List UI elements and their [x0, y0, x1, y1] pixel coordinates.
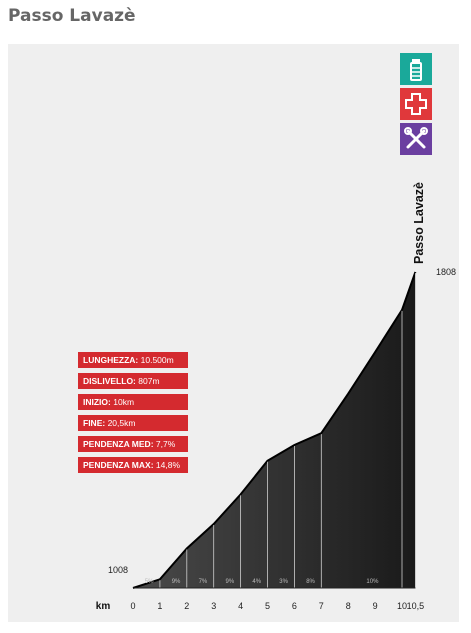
svg-text:Passo Lavazè: Passo Lavazè: [412, 182, 426, 264]
x-tick-label: 9: [373, 601, 378, 611]
x-tick-label: 5: [265, 601, 270, 611]
first-aid-cross-icon: [400, 88, 432, 120]
page-title: Passo Lavazè: [8, 6, 136, 26]
info-max-gradient: PENDENZA MAX: 14,8%: [78, 457, 188, 473]
x-tick-label: 0: [130, 601, 135, 611]
profile-line: [132, 271, 417, 589]
start-elevation-label: 1008: [108, 565, 128, 575]
water-bottle-icon: [400, 53, 432, 85]
info-average-gradient: PENDENZA MED: 7,7%: [78, 436, 188, 452]
x-tick-label: 6: [292, 601, 297, 611]
x-tick-label: 10,5: [407, 601, 425, 611]
profile-area: [133, 272, 416, 588]
x-tick-label: 8: [346, 601, 351, 611]
x-tick-label: 1: [157, 601, 162, 611]
x-tick-label: 10: [397, 601, 407, 611]
x-tick-label: 3: [211, 601, 216, 611]
x-tick-label: 2: [184, 601, 189, 611]
x-tick-label: 4: [238, 601, 243, 611]
x-tick-label: 7: [319, 601, 324, 611]
segment-grade-label: 7%: [199, 579, 208, 585]
x-axis-label: km: [96, 601, 111, 612]
info-end: FINE: 20,5km: [78, 415, 188, 431]
summit-elevation-label: 1808: [436, 267, 456, 277]
segment-grade-label: 10%: [366, 579, 379, 585]
tools-wrench-screwdriver-icon: [400, 123, 432, 155]
segment-grade-label: 8%: [306, 579, 315, 585]
info-elevation-gain: DISLIVELLO: 807m: [78, 373, 188, 389]
segment-grade-label: 9%: [226, 579, 235, 585]
info-start: INIZIO: 10km: [78, 394, 188, 410]
info-length: LUNGHEZZA: 10.500m: [78, 352, 188, 368]
segment-grade-label: 5%: [145, 579, 154, 585]
segment-grade-label: 4%: [252, 579, 261, 585]
segment-grade-label: 9%: [172, 579, 181, 585]
segment-grade-label: 3%: [279, 579, 288, 585]
summit-vertical-label: Passo Lavazè: [412, 182, 426, 264]
